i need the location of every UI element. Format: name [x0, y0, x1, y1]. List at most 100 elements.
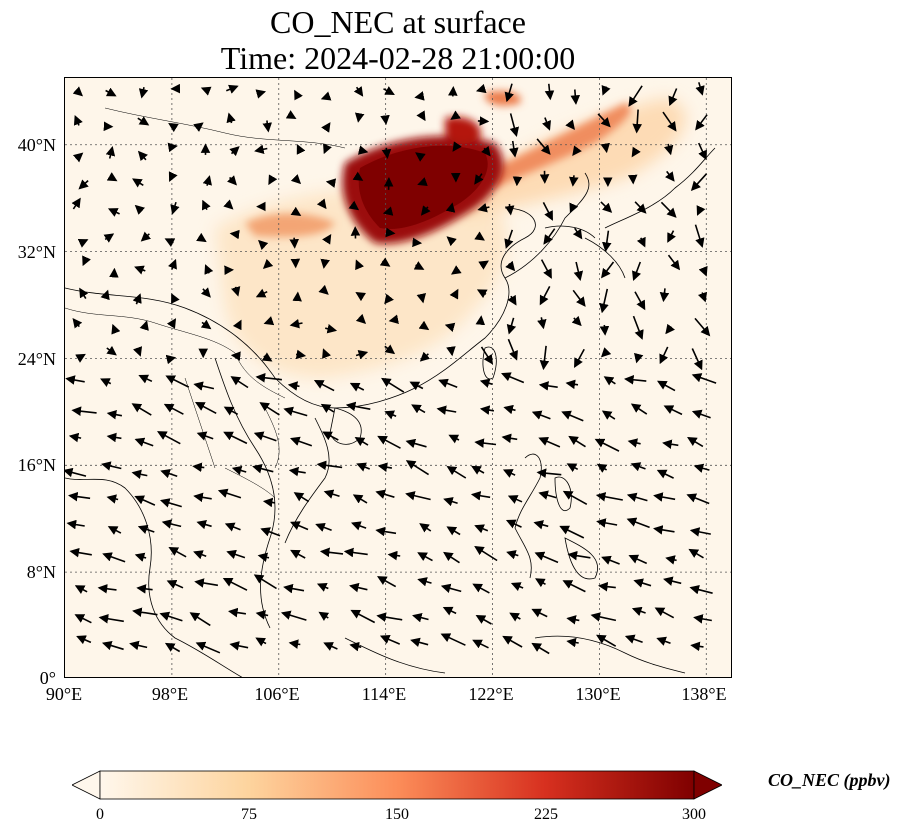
wind-arrow — [531, 410, 551, 420]
wind-arrow — [438, 378, 458, 388]
wind-arrow — [343, 547, 368, 558]
wind-arrow — [134, 265, 146, 275]
wind-arrow — [321, 122, 331, 133]
wind-arrow — [572, 145, 582, 156]
wind-arrow — [561, 410, 584, 422]
wind-arrow — [254, 144, 268, 154]
wind-arrow — [171, 293, 180, 304]
wind-arrow — [599, 324, 610, 336]
wind-arrow — [289, 318, 303, 329]
wind-arrow — [570, 89, 581, 105]
wind-arrow — [268, 174, 278, 186]
wind-arrow — [603, 376, 616, 386]
wind-arrow — [505, 519, 522, 529]
wind-arrow — [170, 201, 180, 215]
wind-arrow — [691, 348, 703, 371]
wind-arrow — [105, 146, 116, 159]
wind-arrow — [98, 614, 124, 624]
wind-arrow — [693, 614, 712, 624]
wind-arrow — [631, 606, 646, 616]
wind-arrow — [543, 228, 556, 245]
wind-arrow — [531, 608, 548, 618]
wind-arrow — [193, 122, 204, 132]
wind-arrow — [501, 433, 518, 444]
wind-arrow — [542, 202, 553, 221]
wind-arrow — [501, 372, 525, 384]
wind-arrow — [376, 612, 403, 622]
wind-arrow — [624, 634, 643, 644]
wind-arrow — [166, 318, 177, 329]
wind-arrow — [504, 83, 514, 103]
wind-arrow — [624, 375, 647, 385]
wind-arrow — [313, 380, 335, 392]
wind-arrow — [535, 578, 546, 588]
wind-arrow — [136, 584, 153, 594]
wind-arrow — [229, 146, 240, 157]
wind-arrow — [475, 615, 492, 625]
wind-arrow — [228, 607, 247, 618]
wind-arrow — [79, 287, 89, 300]
wind-arrow — [65, 467, 87, 478]
wind-arrow — [226, 549, 246, 559]
wind-arrow — [68, 432, 82, 443]
wind-arrow — [628, 554, 648, 565]
wind-arrow — [193, 492, 212, 503]
wind-arrow — [443, 551, 460, 564]
wind-arrow — [129, 640, 148, 651]
wind-arrow — [663, 576, 682, 586]
wind-arrow — [573, 261, 584, 281]
wind-arrow — [65, 375, 85, 385]
wind-arrow — [538, 490, 557, 500]
wind-arrow — [540, 259, 552, 279]
wind-arrow — [71, 197, 81, 210]
wind-arrow — [562, 580, 586, 593]
colorbar-max-extension — [693, 770, 722, 800]
wind-arrow — [601, 84, 611, 96]
wind-arrow — [420, 205, 431, 216]
colorbar-tick-label: 300 — [682, 806, 706, 823]
wind-arrow — [596, 634, 617, 647]
wind-arrow — [412, 613, 429, 623]
lat-tick-label: 16°N — [17, 455, 56, 475]
wind-arrow — [634, 291, 646, 311]
wind-arrow — [633, 578, 652, 588]
wind-arrow — [355, 259, 365, 271]
wind-arrow — [137, 524, 155, 534]
wind-arrow — [539, 345, 550, 371]
wind-arrow — [349, 382, 365, 392]
wind-arrow — [417, 577, 432, 587]
wind-arrow — [504, 203, 515, 216]
wind-arrow — [695, 114, 708, 131]
wind-arrow — [383, 86, 395, 95]
wind-arrow — [538, 381, 558, 391]
wind-arrow — [474, 545, 498, 562]
wind-arrow — [137, 150, 148, 162]
wind-arrow — [507, 495, 523, 504]
wind-arrow — [263, 316, 275, 326]
wind-arrow — [132, 178, 144, 188]
wind-arrow — [472, 583, 490, 594]
wind-arrow — [697, 142, 707, 161]
wind-arrow — [534, 551, 559, 564]
wind-arrow — [474, 524, 489, 534]
wind-arrow — [596, 518, 618, 528]
wind-arrow — [689, 585, 713, 595]
wind-arrow — [101, 461, 122, 471]
wind-arrow — [568, 435, 586, 448]
wind-arrow — [436, 405, 457, 415]
wind-arrow — [195, 641, 221, 654]
wind-arrow — [349, 582, 368, 593]
wind-arrow — [259, 402, 280, 416]
wind-arrow — [196, 232, 207, 243]
wind-arrow — [223, 406, 239, 416]
wind-arrow — [200, 287, 211, 298]
wind-arrow — [229, 641, 249, 651]
wind-arrow — [417, 552, 433, 562]
wind-arrow — [569, 175, 579, 187]
wind-arrow — [354, 436, 369, 447]
wind-arrow — [230, 376, 249, 389]
wind-arrow — [322, 233, 332, 245]
wind-arrow — [102, 552, 126, 563]
wind-arrow — [223, 431, 248, 445]
wind-arrow — [663, 405, 683, 416]
